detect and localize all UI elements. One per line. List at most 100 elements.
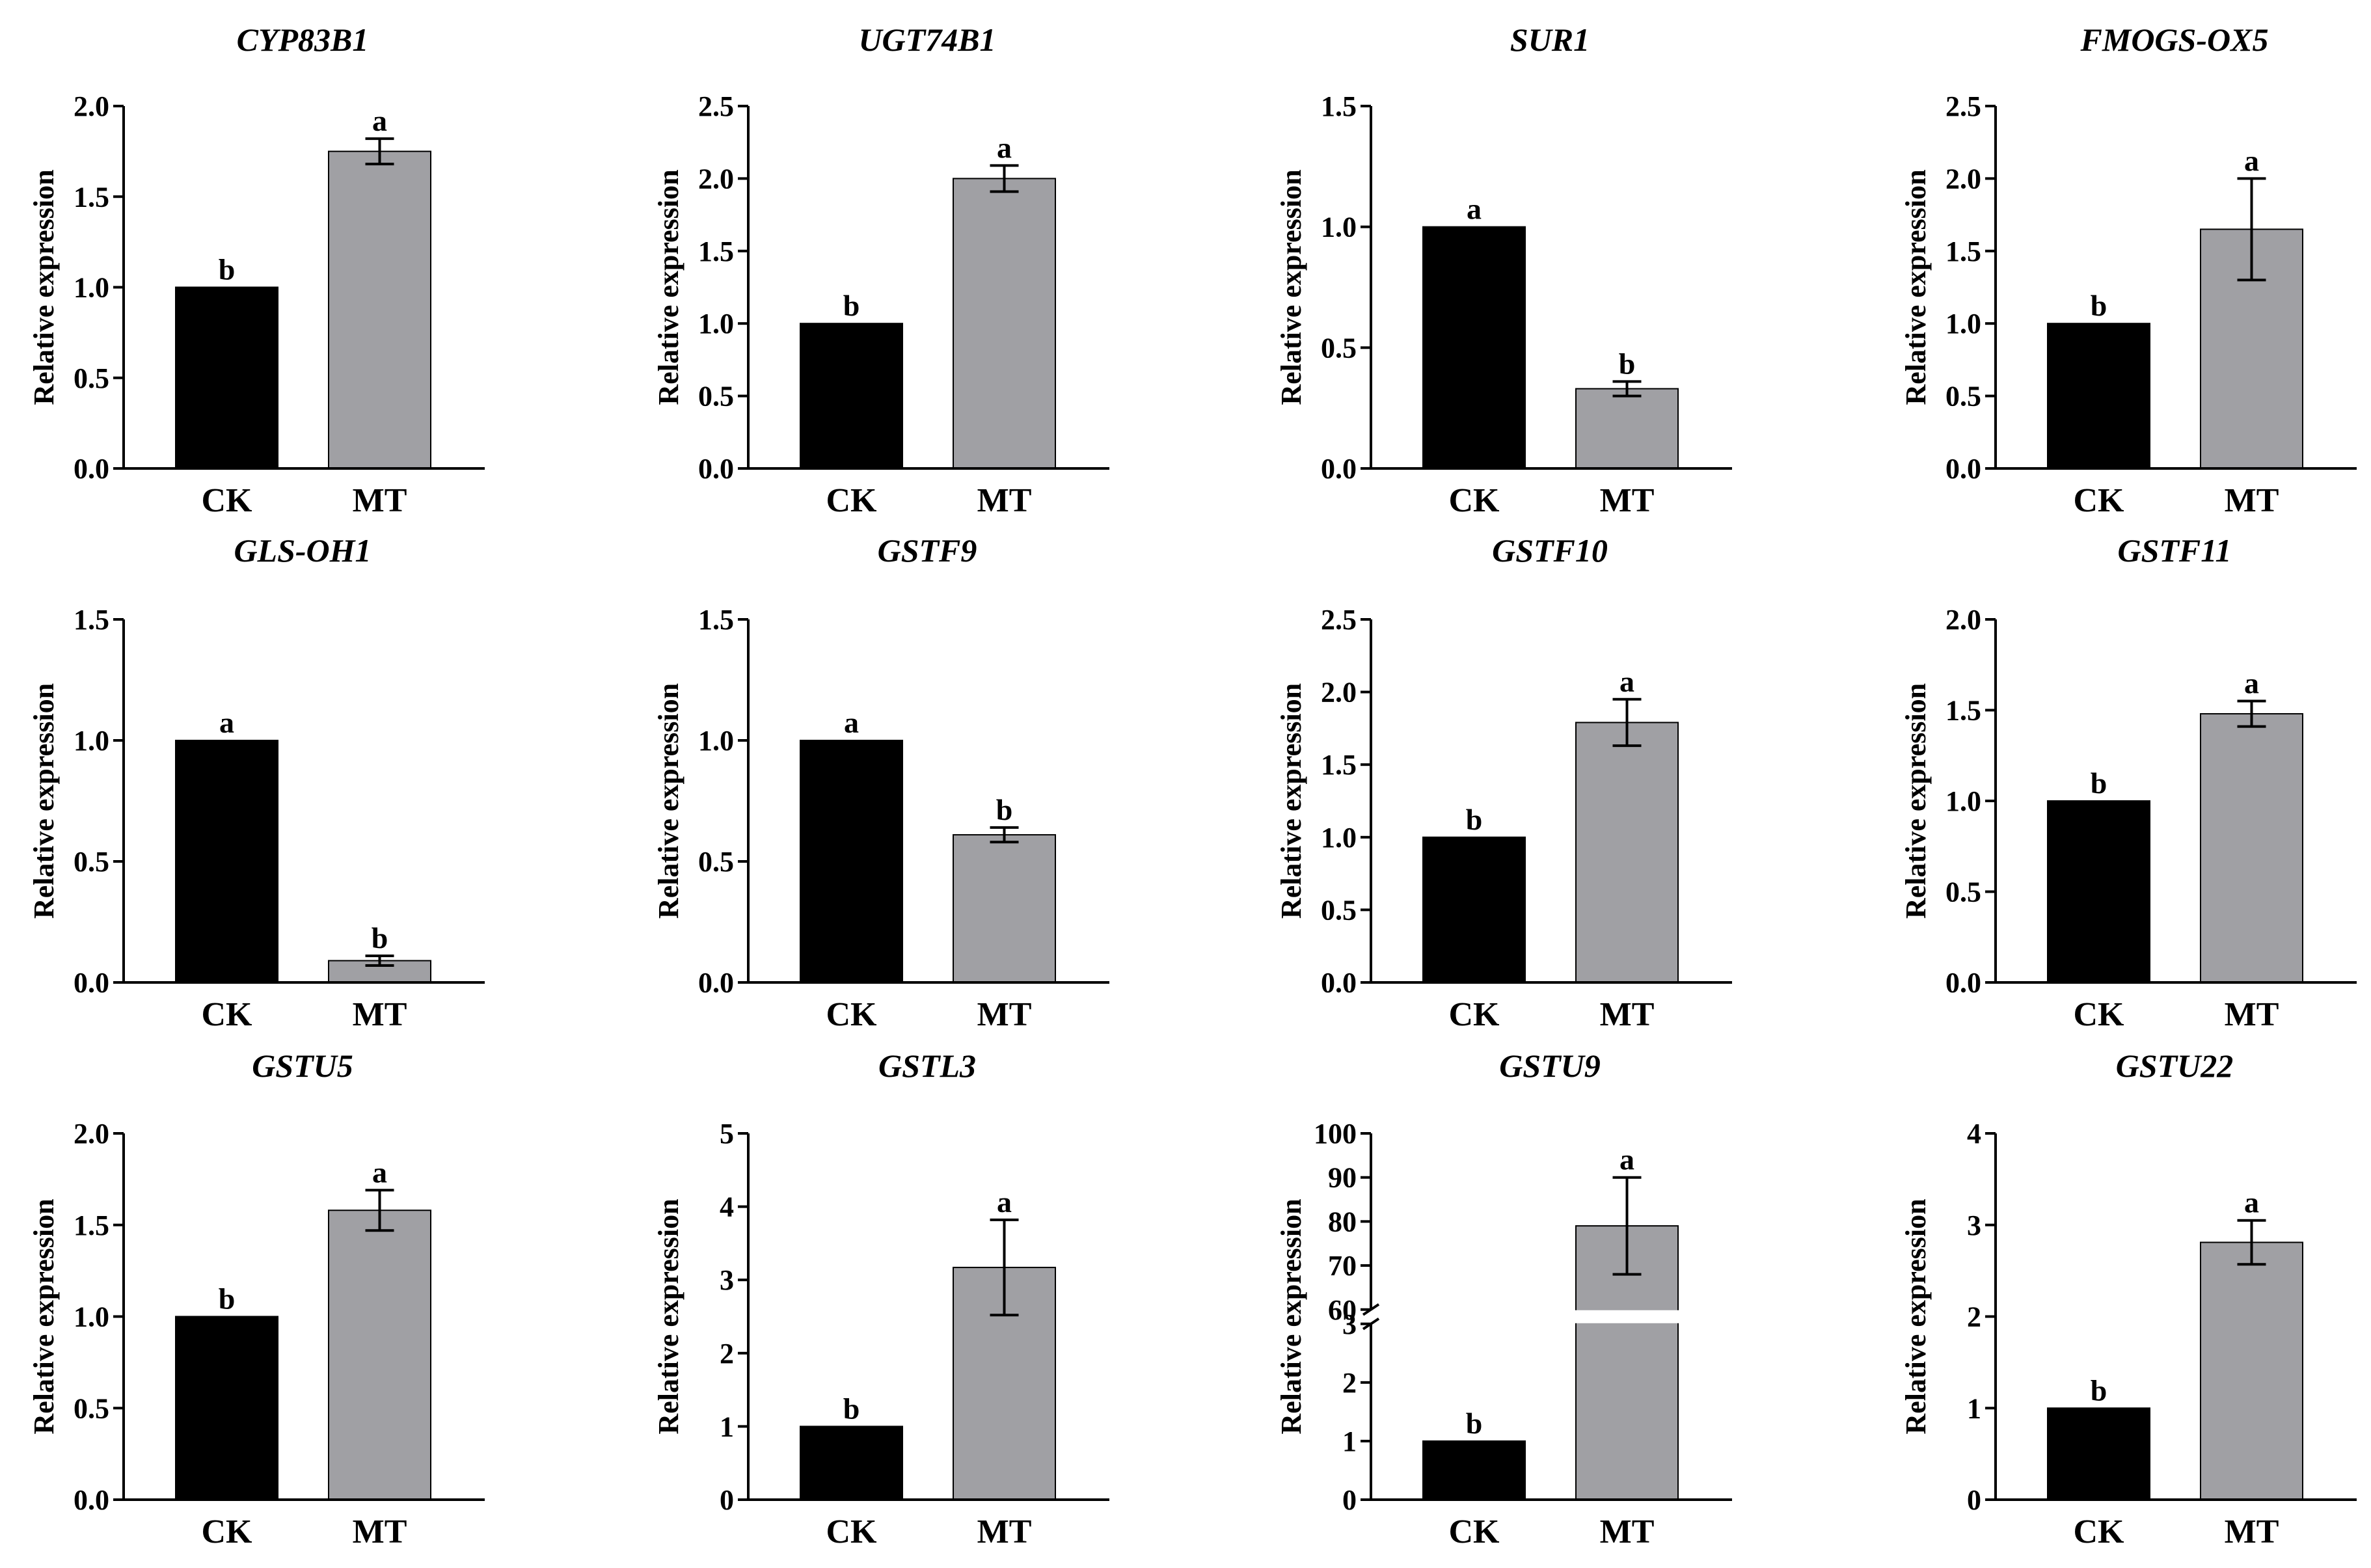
significance-letter-ck: a	[844, 706, 859, 739]
y-tick-label: 0	[1342, 1484, 1357, 1516]
y-tick-label: 2.5	[1321, 604, 1357, 636]
chart-panel-gstu22: GSTU22 Relative expression b CK a MT 0 1 2 3 4	[1900, 1048, 2357, 1550]
bar-mt	[1575, 388, 1679, 470]
y-axis-label: Relative expression	[1900, 683, 1932, 919]
x-tick-label-ck: CK	[2074, 996, 2125, 1033]
chart-title: UGT74B1	[858, 21, 996, 58]
y-tick-label: 3	[1342, 1308, 1357, 1340]
y-axis-label: Relative expression	[1900, 169, 1932, 405]
y-tick-label: 1.5	[1321, 90, 1357, 122]
y-tick-label: 0.0	[1321, 967, 1357, 999]
x-tick-label-ck: CK	[2074, 1513, 2125, 1550]
x-tick-label-mt: MT	[353, 996, 407, 1033]
chart-panel-gstl3: GSTL3 Relative expression b CK a MT 0 1 2 3 4 5	[653, 1048, 1109, 1550]
y-tick-label: 0.5	[1945, 381, 1981, 412]
y-tick-label: 1.5	[1945, 695, 1981, 727]
y-tick-label: 0.0	[698, 453, 734, 485]
significance-letter-ck: b	[2091, 766, 2107, 800]
significance-letter-mt: b	[996, 793, 1013, 826]
chart-panel-gstf10: GSTF10 Relative expression b CK a MT 0.0 0.5 1.0…	[1275, 532, 1732, 1033]
x-tick-label-mt: MT	[1600, 996, 1655, 1033]
y-tick-label: 2.0	[74, 90, 109, 122]
significance-letter-mt: b	[1619, 347, 1636, 380]
y-tick-label: 1	[720, 1411, 734, 1442]
x-tick-label-mt: MT	[1600, 1513, 1655, 1550]
y-tick-label: 1.5	[1321, 749, 1357, 781]
y-tick-label: 2.0	[698, 163, 734, 195]
y-tick-label: 0.0	[1945, 453, 1981, 485]
y-axis-label: Relative expression	[653, 169, 684, 405]
x-tick-label-ck: CK	[826, 996, 878, 1033]
bar-ck	[800, 1426, 903, 1500]
significance-letter-mt: a	[2244, 667, 2259, 700]
y-axis-label: Relative expression	[28, 1198, 60, 1434]
y-tick-label: 1	[1342, 1426, 1357, 1457]
x-tick-label-ck: CK	[1449, 996, 1500, 1033]
chart-panel-gls-oh1: GLS-OH1 Relative expression a CK b MT 0.0 0.5 1.…	[28, 532, 485, 1033]
x-tick-label-mt: MT	[353, 482, 407, 519]
y-tick-label: 1.5	[74, 1210, 109, 1241]
y-tick-label: 2.0	[1945, 604, 1981, 636]
y-tick-label: 0.5	[1945, 876, 1981, 908]
y-tick-label: 0	[1967, 1484, 1981, 1516]
y-axis-label: Relative expression	[1900, 1198, 1932, 1434]
significance-letter-ck: b	[843, 1392, 860, 1425]
y-tick-label: 0.5	[74, 362, 109, 394]
bar-mt	[328, 1210, 431, 1500]
significance-letter-ck: b	[219, 1282, 236, 1316]
bar-ck	[1422, 1440, 1526, 1500]
significance-letter-ck: b	[1466, 803, 1483, 836]
bar-ck	[800, 323, 903, 470]
x-tick-label-ck: CK	[202, 482, 253, 519]
y-tick-label: 0.0	[698, 967, 734, 999]
bar-ck	[800, 740, 903, 983]
y-tick-label: 1	[1967, 1392, 1981, 1424]
chart-title: GSTU9	[1499, 1048, 1601, 1084]
y-tick-label: 2	[1967, 1301, 1981, 1333]
x-tick-label-mt: MT	[2225, 482, 2279, 519]
x-tick-label-mt: MT	[1600, 482, 1655, 519]
chart-panel-cyp83b1: CYP83B1 Relative expression b CK a MT 0.0 0.5 1.…	[28, 21, 485, 519]
significance-letter-ck: b	[843, 289, 860, 322]
x-tick-label-ck: CK	[1449, 482, 1500, 519]
y-tick-label: 1.5	[698, 604, 734, 636]
y-tick-label: 5	[720, 1118, 734, 1150]
y-axis-label: Relative expression	[653, 683, 684, 919]
chart-title: GSTU22	[2116, 1048, 2234, 1084]
y-tick-label: 90	[1328, 1162, 1357, 1194]
bar-ck	[175, 1316, 278, 1500]
y-tick-label: 1.0	[1321, 822, 1357, 854]
chart-panel-ugt74b1: UGT74B1 Relative expression b CK a MT 0.0 0.5 1.…	[653, 21, 1109, 519]
y-axis-label: Relative expression	[1275, 683, 1307, 919]
chart-panel-gstu5: GSTU5 Relative expression b CK a MT 0.0 0.5 1.0 1…	[28, 1048, 485, 1550]
y-tick-label: 1.0	[74, 725, 109, 757]
x-tick-label-mt: MT	[977, 1513, 1032, 1550]
x-tick-label-ck: CK	[202, 996, 253, 1033]
y-tick-label: 2	[1342, 1367, 1357, 1399]
significance-letter-ck: b	[1466, 1407, 1483, 1440]
y-tick-label: 1.0	[1945, 308, 1981, 340]
chart-panel-gstf11: GSTF11 Relative expression b CK a MT 0.0 0.5 1.0…	[1900, 532, 2357, 1033]
y-tick-label: 1.5	[74, 604, 109, 636]
y-tick-label: 1.0	[698, 308, 734, 340]
y-tick-label: 0	[720, 1484, 734, 1516]
chart-title: SUR1	[1510, 21, 1590, 58]
significance-letter-mt: a	[1619, 665, 1634, 698]
x-tick-label-ck: CK	[202, 1513, 253, 1550]
y-tick-label: 2.0	[1945, 163, 1981, 195]
significance-letter-ck: b	[2091, 289, 2107, 322]
x-tick-label-ck: CK	[826, 1513, 878, 1550]
y-axis-label: Relative expression	[28, 683, 60, 919]
bar-ck	[2047, 800, 2150, 983]
bar-mt	[953, 834, 1056, 983]
x-tick-label-mt: MT	[353, 1513, 407, 1550]
x-tick-label-ck: CK	[826, 482, 878, 519]
chart-title: GSTF9	[878, 532, 977, 569]
y-tick-label: 80	[1328, 1206, 1357, 1237]
y-tick-label: 1.0	[74, 272, 109, 304]
chart-panel-gstu9: GSTU9 Relative expression b CK a MT 0 1 2 360 70 80…	[1275, 1048, 1732, 1550]
y-tick-label: 0.5	[698, 381, 734, 412]
x-tick-label-mt: MT	[977, 996, 1032, 1033]
y-axis-label: Relative expression	[1275, 169, 1307, 405]
